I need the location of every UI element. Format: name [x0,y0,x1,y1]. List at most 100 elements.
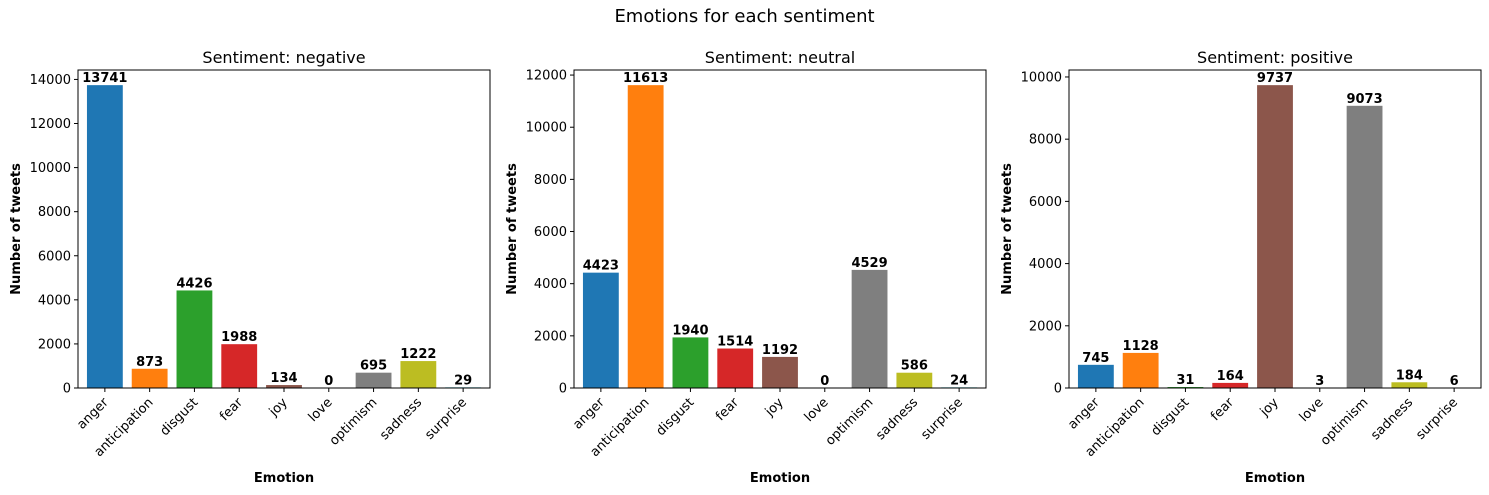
x-tick-label: joy [1257,395,1282,420]
y-axis-label: Number of tweets [1000,163,1015,295]
y-tick-label: 4000 [534,277,567,292]
bar [176,290,213,388]
y-tick-label: 8000 [1029,133,1062,148]
bar-value-label: 1940 [672,323,708,338]
x-tick-label: surprise [1413,395,1461,443]
bar-value-label: 13741 [82,71,127,86]
bar [266,385,302,388]
y-tick-label: 14000 [30,73,71,88]
bar-value-label: 24 [950,373,968,388]
bar-value-label: 9073 [1346,92,1382,107]
x-tick-label: optimism [327,395,380,448]
bar-value-label: 0 [324,374,333,389]
bar-value-label: 1128 [1123,339,1159,354]
y-tick-label: 2000 [534,329,567,344]
x-tick-label: surprise [422,395,470,443]
x-tick-label: joy [266,395,291,420]
figure-title: Emotions for each sentiment [614,6,875,27]
bar [1346,105,1383,389]
x-tick-label: sadness [377,395,425,443]
x-tick-label: love [1297,395,1327,425]
bar [717,348,754,388]
bar-value-label: 11613 [623,71,668,86]
y-tick-label: 6000 [38,249,71,264]
y-tick-label: 12000 [526,69,567,84]
bar-value-label: 184 [1396,368,1423,383]
panel-title: Sentiment: negative [202,48,365,67]
x-tick-label: disgust [653,395,697,439]
y-tick-label: 6000 [1029,195,1062,210]
y-tick-label: 10000 [1021,70,1062,85]
bar [896,372,933,388]
x-tick-label: sadness [1368,395,1416,443]
bar [355,372,392,388]
bar-value-label: 1222 [400,347,436,362]
bar-value-label: 586 [901,359,928,374]
x-tick-label: anger [570,395,608,433]
bar [221,344,258,388]
bar [1257,85,1293,388]
x-tick-label: optimism [823,395,876,448]
bar-value-label: 695 [360,359,387,374]
x-tick-label: anger [1065,395,1103,433]
bar-value-label: 6 [1450,374,1459,389]
y-tick-label: 4000 [1029,257,1062,272]
bar-value-label: 1988 [221,330,257,345]
bar [1391,382,1428,388]
bar-value-label: 3 [1315,374,1324,389]
bar [1122,352,1159,388]
y-tick-label: 12000 [30,117,71,132]
bar [400,361,437,388]
x-tick-label: fear [1208,395,1237,424]
bar-value-label: 29 [454,373,472,388]
bar [672,337,709,388]
x-tick-label: disgust [157,395,201,439]
x-tick-label: sadness [873,395,921,443]
bar [762,356,798,388]
bar [1077,364,1114,388]
bar [582,272,619,388]
y-axis-label: Number of tweets [505,163,520,295]
x-tick-label: surprise [918,395,966,443]
x-tick-label: love [306,395,336,425]
x-tick-label: joy [762,395,787,420]
chart-panel-1: 4423 11613 1940 1514 1192 0 4529 586 24 0 2000 4000… [505,48,987,486]
x-axis-label: Emotion [254,471,314,486]
bar [131,368,168,388]
chart-panel-0: 13741 873 4426 1988 134 0 695 1222 29 0 2000 4000 60… [9,48,491,486]
y-tick-label: 8000 [38,205,71,220]
x-tick-label: love [802,395,832,425]
bar-value-label: 164 [1217,369,1244,384]
bar-value-label: 31 [1176,373,1194,388]
bar-value-label: 873 [136,355,163,370]
panel-title: Sentiment: positive [1197,48,1353,67]
y-tick-label: 2000 [1029,319,1062,334]
x-axis-label: Emotion [750,471,810,486]
bar-value-label: 4423 [583,259,619,274]
y-tick-label: 8000 [534,173,567,188]
bar-value-label: 1514 [717,335,753,350]
y-tick-label: 6000 [534,225,567,240]
y-tick-label: 0 [559,382,567,397]
y-tick-label: 0 [63,382,71,397]
y-tick-label: 4000 [38,293,71,308]
bar-value-label: 9737 [1257,71,1293,86]
bar-value-label: 0 [820,374,829,389]
chart-panel-2: 745 1128 31 164 9737 3 9073 184 6 0 2000 4000 6000 80… [1000,48,1482,486]
panel-title: Sentiment: neutral [705,48,855,67]
bar [627,85,664,388]
x-tick-label: optimism [1318,395,1371,448]
bar [851,269,888,388]
bar [1212,382,1249,388]
bar-value-label: 4529 [851,256,887,271]
bar-value-label: 1192 [762,343,798,358]
y-tick-label: 10000 [526,121,567,136]
x-tick-label: fear [713,395,742,424]
bar [86,85,123,388]
x-axis-label: Emotion [1245,471,1305,486]
x-tick-label: anger [74,395,112,433]
y-tick-label: 0 [1054,382,1062,397]
x-tick-label: fear [217,395,246,424]
y-axis-label: Number of tweets [9,163,24,295]
